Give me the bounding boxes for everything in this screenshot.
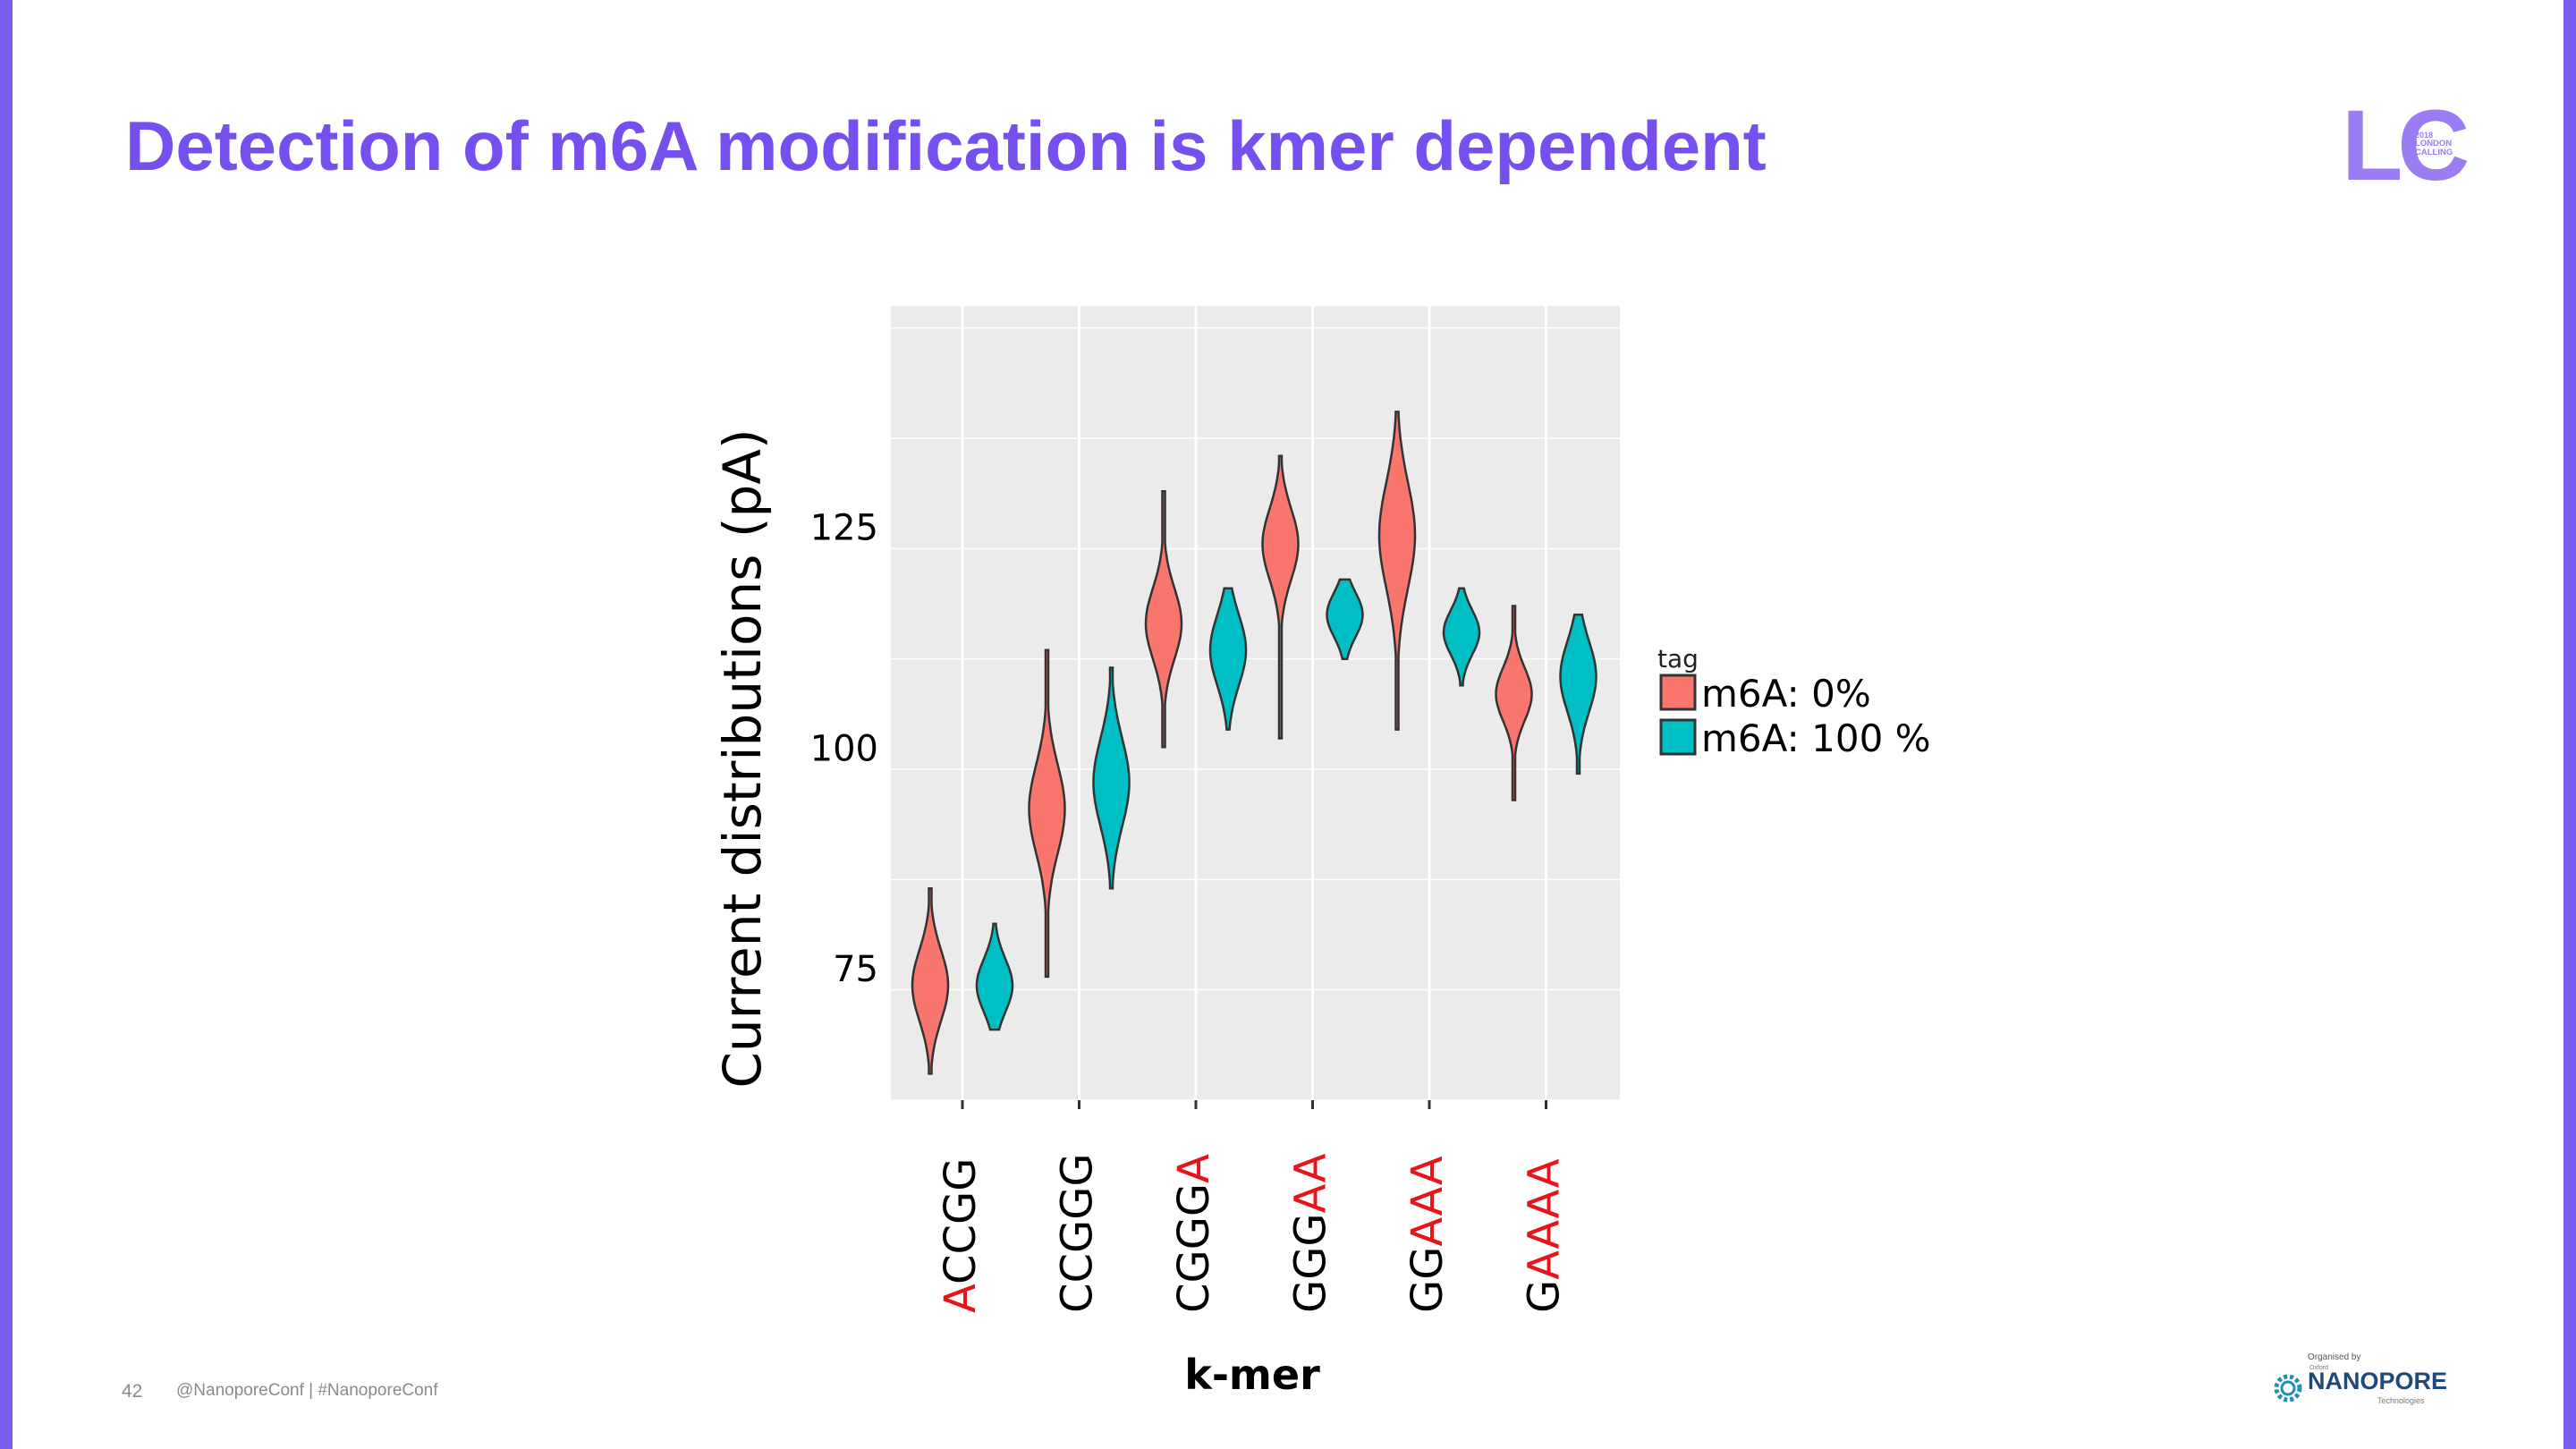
violin-m6a-0-accgg xyxy=(911,886,950,1075)
organised-by-label: Organised by xyxy=(2308,1352,2361,1362)
violin-m6a-0-ggaaa xyxy=(1377,411,1417,731)
y-tick-label: 125 xyxy=(810,508,878,549)
x-tick-marks xyxy=(961,1100,1547,1109)
legend-label-m6a-100: m6A: 100 % xyxy=(1701,716,1931,760)
x-label-gaaaa: GAAAA xyxy=(1520,1158,1570,1313)
violin-m6a-100-gaaaa xyxy=(1559,614,1597,775)
violin-m6a-100-ccggg xyxy=(1092,666,1131,890)
legend-swatch-m6a-100 xyxy=(1659,718,1697,756)
x-label-cggga: CGGGA xyxy=(1169,1154,1219,1313)
slide-title: Detection of m6A modification is kmer de… xyxy=(125,106,1767,185)
x-label-accgg: ACCGG xyxy=(936,1158,986,1313)
x-category-labels: ACCGG CCGGG CGGGA GGGAA GGAAA GAAAA xyxy=(936,1153,1570,1313)
y-axis-title: Current distributions (pA) xyxy=(712,428,773,1088)
london-calling-logo: LC 2018 LONDON CALLING xyxy=(2342,89,2470,201)
violin-layer xyxy=(911,411,1597,1075)
x-axis-title: k-mer xyxy=(1184,1351,1320,1399)
nanopore-logo-name: NANOPORE xyxy=(2308,1368,2448,1394)
grid-layer xyxy=(891,306,1620,1101)
x-label-gggaa: GGGAA xyxy=(1286,1153,1336,1313)
page-number: 42 xyxy=(122,1381,143,1402)
legend-title: tag xyxy=(1657,644,1699,674)
x-label-ggaaa: GGAAA xyxy=(1402,1156,1453,1313)
lc-logo-year: 2018 xyxy=(2415,131,2434,140)
violin-m6a-0-gaaaa xyxy=(1495,605,1533,801)
violin-m6a-100-gggaa xyxy=(1326,578,1364,660)
violin-m6a-100-ggaaa xyxy=(1442,587,1481,687)
nanopore-logo-sub: Technologies xyxy=(2377,1396,2425,1405)
lc-logo-line1: LONDON xyxy=(2415,139,2453,148)
x-label-ccggg: CCGGG xyxy=(1053,1153,1103,1313)
y-tick-label: 100 xyxy=(810,728,878,769)
lc-logo-line2: CALLING xyxy=(2415,148,2453,157)
nanopore-logo-oxford: Oxford xyxy=(2309,1365,2329,1371)
legend-swatch-m6a-0 xyxy=(1659,674,1697,711)
violin-m6a-0-cggga xyxy=(1144,489,1183,749)
legend-label-m6a-0: m6A: 0% xyxy=(1701,672,1871,716)
violin-m6a-100-accgg xyxy=(975,922,1014,1031)
y-tick-label: 75 xyxy=(833,949,878,990)
y-tick-labels: 75 100 125 xyxy=(810,508,878,990)
violin-m6a-0-ccggg xyxy=(1028,648,1066,979)
left-accent-bar xyxy=(0,0,13,1449)
lc-logo-letters: LC xyxy=(2342,89,2470,201)
legend: tag m6A: 0% m6A: 100 % xyxy=(1657,644,1931,760)
nanopore-logo: Oxford NANOPORE Technologies xyxy=(2272,1365,2469,1419)
right-accent-bar xyxy=(2563,0,2576,1449)
nanopore-gear-icon xyxy=(2274,1374,2302,1402)
violin-m6a-100-cggga xyxy=(1208,587,1248,731)
footer-social: @NanoporeConf | #NanoporeConf xyxy=(176,1381,438,1400)
violin-m6a-0-gggaa xyxy=(1261,454,1300,740)
